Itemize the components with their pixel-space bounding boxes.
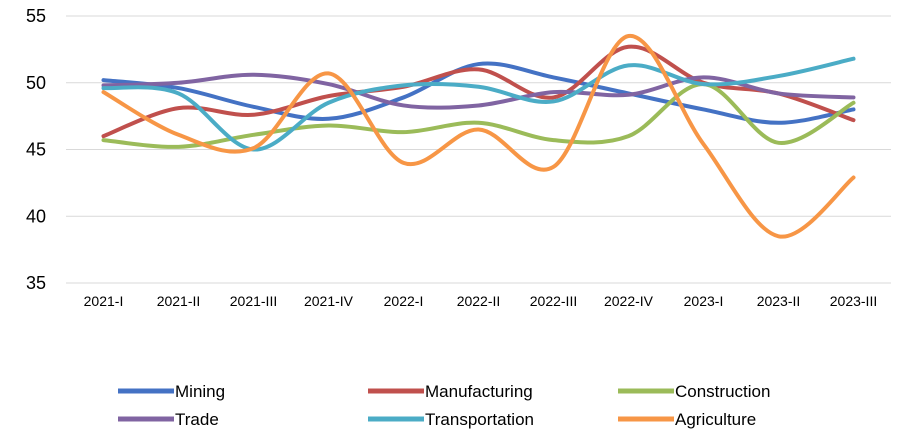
y-tick-label: 50 [26,73,46,93]
legend-label-trade: Trade [175,410,219,429]
legend: Mining Manufacturing Construction Trade Tran… [118,382,770,429]
x-tick-label: 2023-II [757,293,801,309]
y-tick-label: 55 [26,6,46,26]
gridlines [66,15,891,284]
series-line-construction [101,82,856,149]
x-tick-label: 2023-III [830,293,877,309]
legend-label-transportation: Transportation [425,410,534,429]
y-tick-label: 35 [26,273,46,293]
x-tick-label: 2022-III [530,293,577,309]
x-tick-label: 2022-I [384,293,424,309]
series-line-transportation [101,56,856,152]
x-tick-label: 2022-IV [604,293,654,309]
legend-label-construction: Construction [675,382,770,401]
legend-label-manufacturing: Manufacturing [425,382,533,401]
x-tick-label: 2021-IV [304,293,354,309]
series-line-trade [101,72,856,110]
legend-label-agriculture: Agriculture [675,410,756,429]
series-lines [101,34,856,239]
legend-label-mining: Mining [175,382,225,401]
x-tick-label: 2022-II [457,293,501,309]
x-tick-label: 2021-II [157,293,201,309]
x-tick-label: 2021-III [230,293,277,309]
y-tick-label: 40 [26,206,46,226]
y-tick-label: 45 [26,140,46,160]
x-tick-label: 2021-I [84,293,124,309]
y-axis-tick-labels: 35 40 45 50 55 [26,6,46,293]
x-axis-tick-labels: 2021-I 2021-II 2021-III 2021-IV 2022-I 2022-I… [84,293,878,309]
x-tick-label: 2023-I [684,293,724,309]
series-line-mining [101,61,856,125]
series-line-agriculture [101,34,856,239]
